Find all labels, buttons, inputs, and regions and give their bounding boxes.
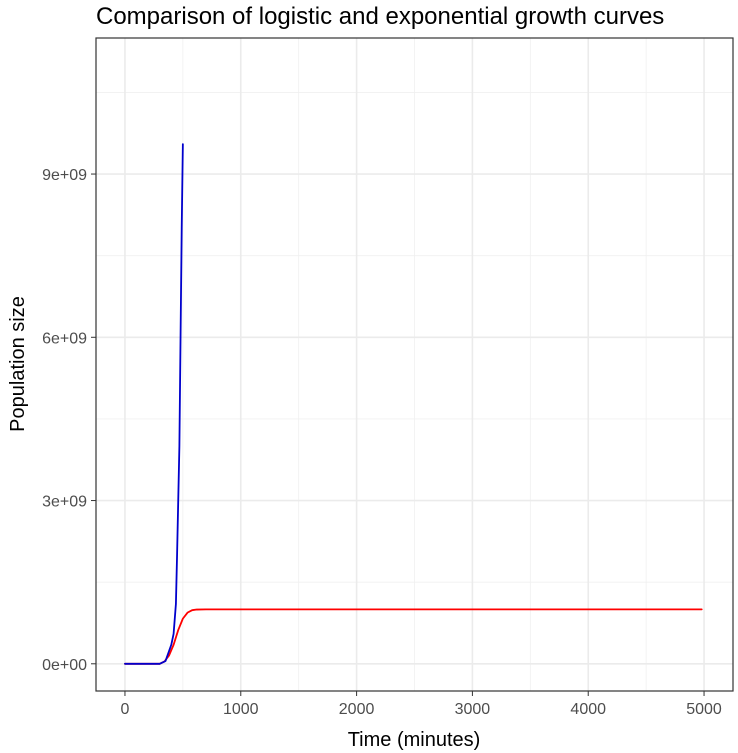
x-tick-label: 0 bbox=[121, 701, 130, 718]
y-tick-label: 9e+09 bbox=[42, 167, 87, 184]
plot-panel-border bbox=[95, 37, 734, 692]
x-tick-label: 3000 bbox=[455, 701, 491, 718]
x-tick-label: 5000 bbox=[686, 701, 722, 718]
y-tick-label: 3e+09 bbox=[42, 494, 87, 511]
x-tick-label: 4000 bbox=[570, 701, 606, 718]
series-layer bbox=[124, 143, 703, 665]
x-axis: 0 1000 2000 3000 4000 5000 bbox=[121, 691, 722, 718]
y-axis: 0e+00 3e+09 6e+09 9e+09 bbox=[42, 167, 96, 674]
x-tick-label: 2000 bbox=[339, 701, 375, 718]
major-gridlines bbox=[96, 38, 733, 691]
y-axis-title: Population size bbox=[7, 296, 29, 432]
x-axis-title: Time (minutes) bbox=[348, 729, 481, 751]
y-tick-label: 6e+09 bbox=[42, 330, 87, 347]
exponential-growth-line bbox=[124, 143, 184, 665]
x-tick-label: 1000 bbox=[223, 701, 259, 718]
y-tick-label: 0e+00 bbox=[42, 657, 87, 674]
chart-title: Comparison of logistic and exponential g… bbox=[96, 3, 664, 30]
